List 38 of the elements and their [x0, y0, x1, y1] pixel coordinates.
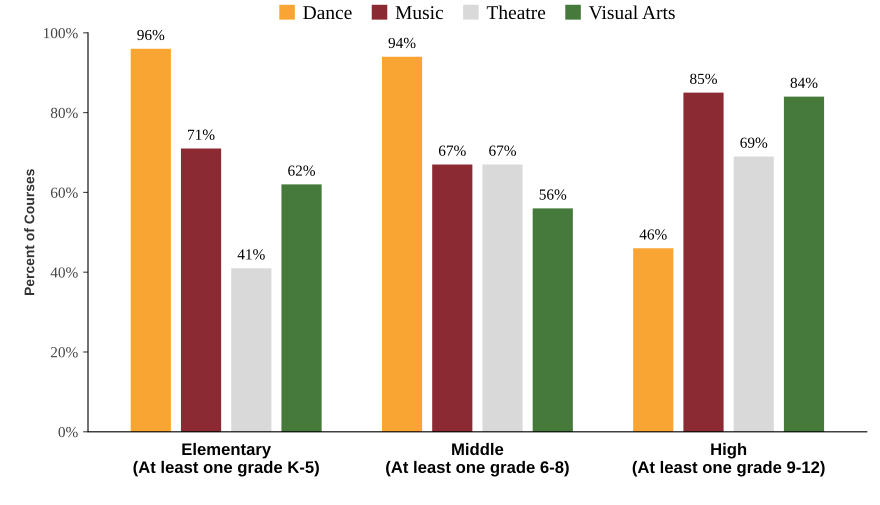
data-label: 94% — [388, 38, 416, 48]
data-label: 69% — [740, 138, 768, 148]
data-label: 67% — [438, 146, 466, 156]
bar — [683, 92, 724, 432]
bar — [532, 208, 573, 432]
bar — [432, 164, 472, 432]
bar — [633, 248, 674, 432]
data-label: 67% — [489, 146, 516, 156]
y-axis-title: Percent of Courses — [24, 169, 34, 296]
y-tick-label: 20% — [50, 347, 78, 358]
data-label: 85% — [690, 74, 717, 84]
data-label: 46% — [640, 229, 667, 240]
bar — [180, 148, 222, 432]
x-tick-label: Elementary (At least one grade K-5) — [133, 442, 319, 476]
data-label: 71% — [188, 130, 215, 140]
y-tick-label: 60% — [50, 188, 78, 198]
data-label: 84% — [790, 78, 818, 88]
bar — [382, 56, 422, 432]
bar — [281, 184, 322, 432]
y-tick-label: 0% — [58, 426, 78, 438]
legend-label: Theatre — [486, 5, 546, 20]
y-tick-label: 100% — [44, 28, 78, 38]
legend-label: Dance — [303, 6, 352, 20]
bar — [734, 156, 774, 432]
y-tick-label: 80% — [50, 108, 78, 118]
legend-label: Visual Arts — [588, 5, 675, 20]
bar — [130, 48, 171, 432]
data-label: 41% — [238, 249, 265, 260]
legend-label: Music — [396, 6, 444, 20]
bar — [482, 164, 523, 432]
data-label: 62% — [288, 165, 316, 176]
x-tick-label: High (At least one grade 9-12) — [632, 442, 825, 477]
y-tick-label: 40% — [50, 267, 78, 278]
data-label: 56% — [540, 189, 566, 200]
data-label: 96% — [137, 30, 164, 40]
x-tick-label: Middle (At least one grade 6-8) — [386, 442, 569, 476]
bar — [231, 268, 272, 432]
bar — [784, 96, 824, 432]
